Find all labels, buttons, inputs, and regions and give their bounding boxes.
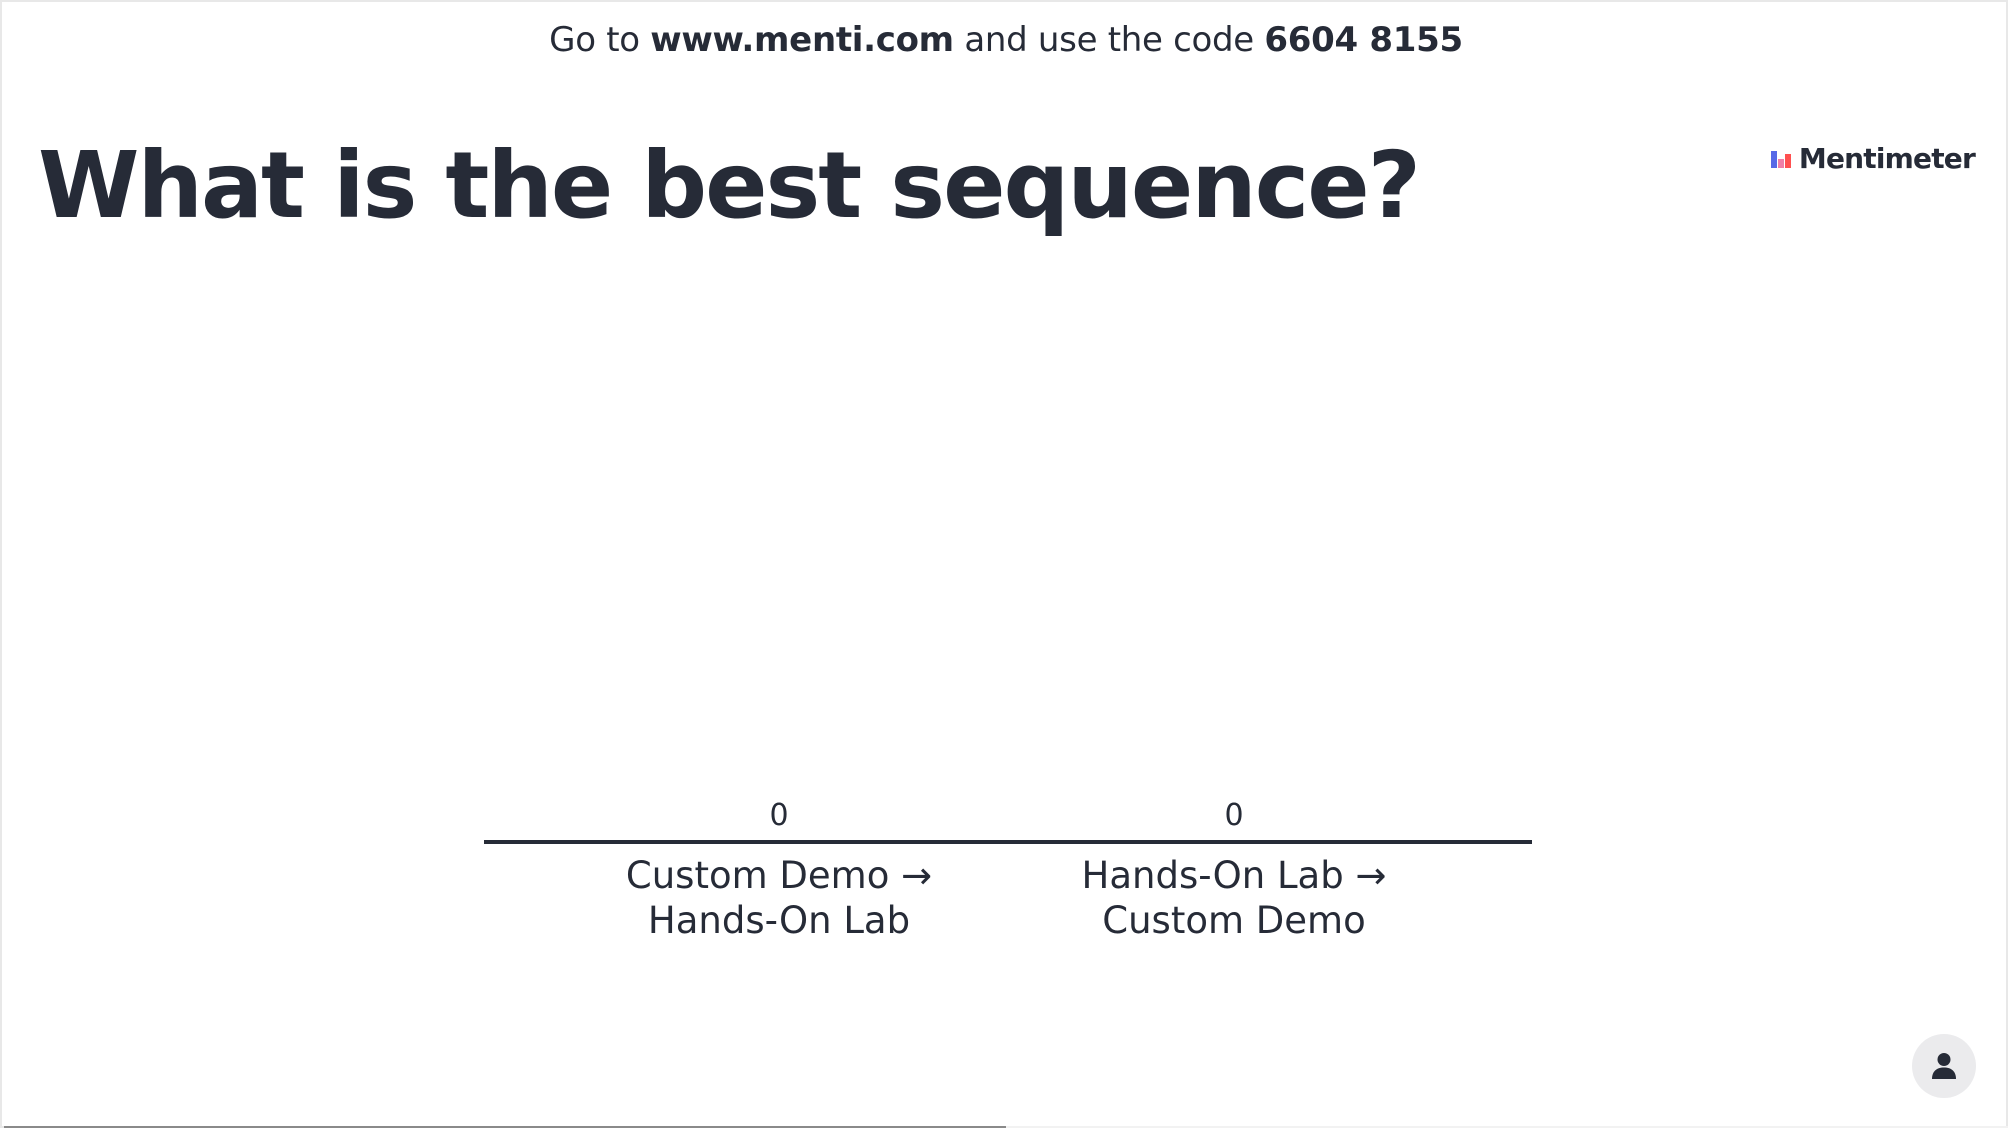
- slide-progress-fill: [4, 1126, 1006, 1128]
- slide-progress-bar: [4, 1126, 2008, 1128]
- join-url: www.menti.com: [650, 20, 954, 60]
- person-icon: [1932, 1053, 1956, 1079]
- category-label: Hands-On Lab → Custom Demo: [1082, 854, 1387, 942]
- join-prefix: Go to: [549, 20, 640, 60]
- bar-value-label: 0: [1224, 798, 1243, 833]
- join-instructions: Go to www.menti.com and use the code 660…: [2, 20, 2008, 60]
- participants-button[interactable]: [1912, 1034, 1976, 1098]
- category-label: Custom Demo → Hands-On Lab: [626, 854, 932, 942]
- brand: Mentimeter: [1770, 142, 1976, 175]
- question-title: What is the best sequence?: [38, 132, 1421, 239]
- mentimeter-bar-logo-icon: [1770, 150, 1791, 168]
- brand-name: Mentimeter: [1798, 142, 1976, 175]
- join-middle: and use the code: [964, 20, 1254, 60]
- bar-value-label: 0: [769, 798, 788, 833]
- join-code: 6604 8155: [1264, 20, 1463, 60]
